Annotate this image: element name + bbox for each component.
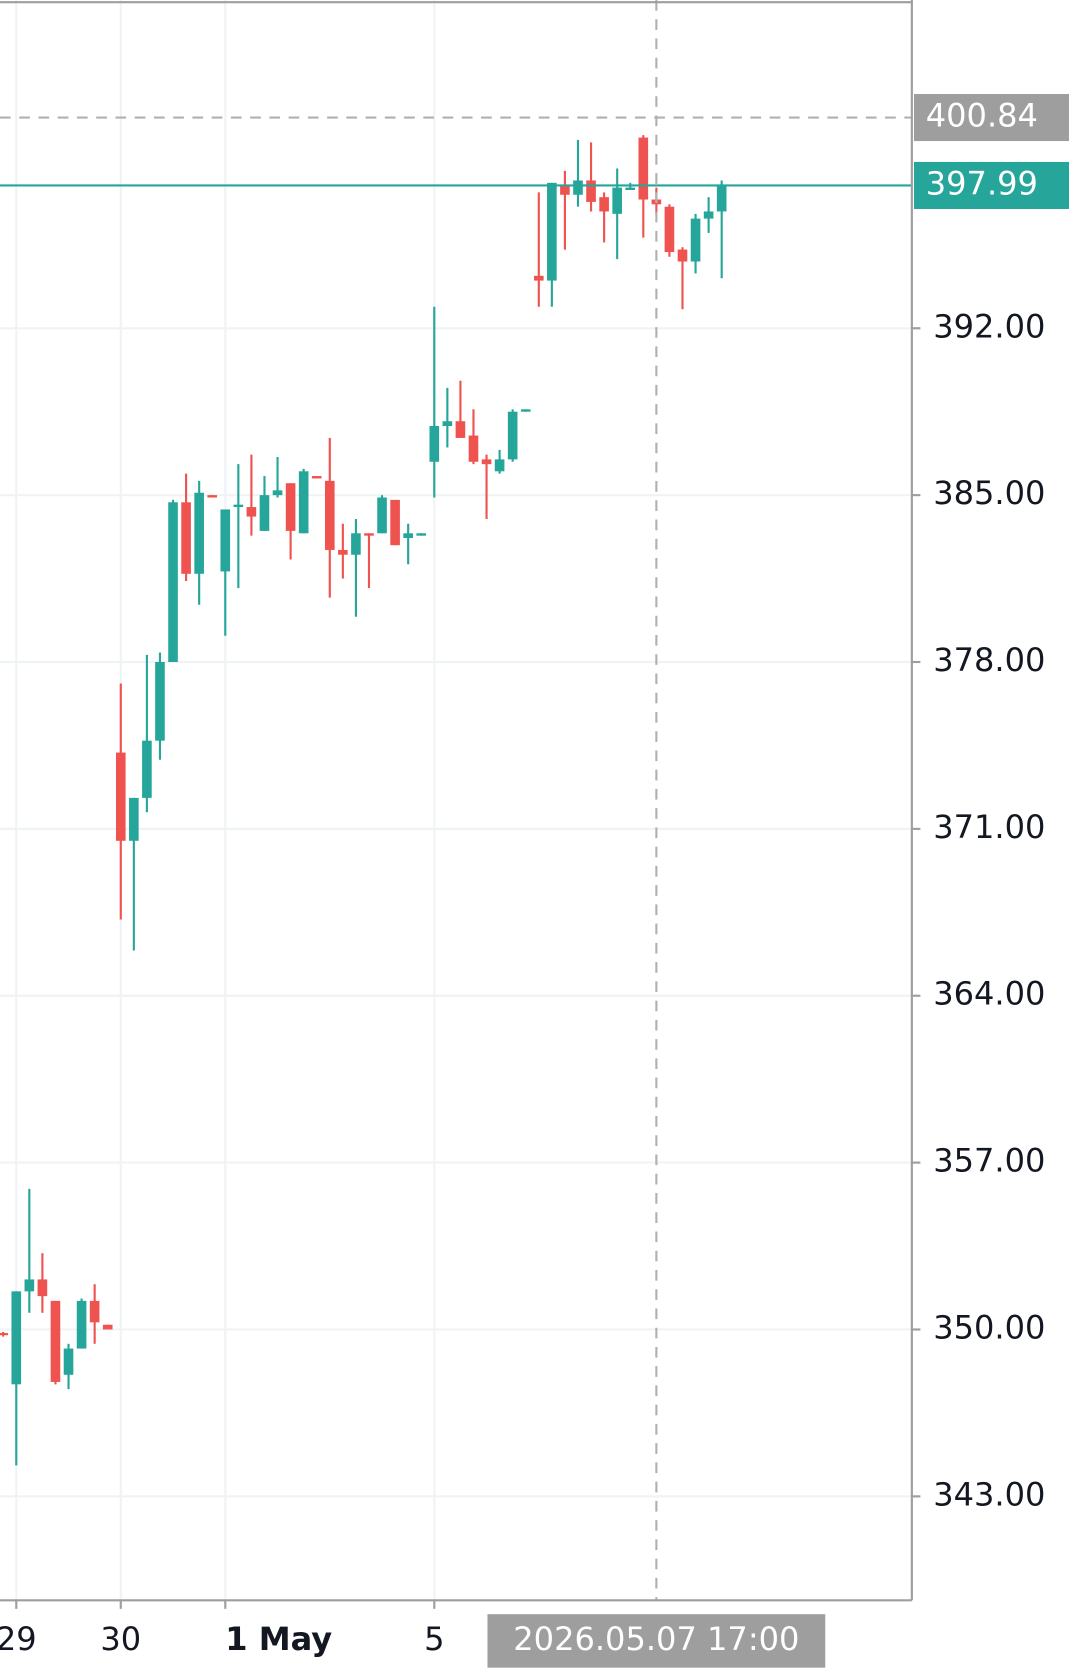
y-tick-label: 392.00 xyxy=(933,307,1045,345)
candle-body xyxy=(481,459,492,465)
crosshair-date-label: 2026.05.07 17:00 xyxy=(513,1620,799,1658)
y-tick-label: 385.00 xyxy=(933,474,1045,512)
candle-body xyxy=(638,137,649,200)
crosshair-price-box xyxy=(913,94,1069,142)
candle-body xyxy=(24,1279,35,1292)
x-tick-label: 30 xyxy=(100,1620,141,1658)
candle-body xyxy=(11,1291,22,1385)
candle-body xyxy=(716,185,727,212)
candle-body xyxy=(612,187,622,214)
candle-body xyxy=(63,1348,74,1375)
candle-body xyxy=(390,499,400,546)
candle-body xyxy=(0,1333,9,1336)
y-tick-label: 364.00 xyxy=(933,975,1045,1013)
candle-body xyxy=(586,180,596,202)
y-tick-label: 371.00 xyxy=(933,808,1045,846)
candle-body xyxy=(324,480,335,550)
candle-body xyxy=(416,533,427,536)
candle-body xyxy=(37,1279,48,1297)
x-tick-label: 5 xyxy=(424,1620,444,1658)
candle-body xyxy=(155,662,165,741)
candle-body xyxy=(207,495,218,498)
candle-body xyxy=(494,459,505,472)
candle-body xyxy=(194,492,204,574)
candle-body xyxy=(507,411,518,460)
x-tick-label: 29 xyxy=(0,1620,37,1658)
candle-body xyxy=(455,421,466,438)
candle-body xyxy=(129,797,139,841)
candle-body xyxy=(442,421,453,427)
y-tick-label: 357.00 xyxy=(933,1142,1045,1180)
candle-body xyxy=(351,533,361,555)
candle-body xyxy=(233,504,244,508)
y-tick-label: 343.00 xyxy=(933,1475,1045,1513)
candle-body xyxy=(311,476,322,479)
candle-body xyxy=(115,752,126,841)
last-price-box xyxy=(913,161,1069,209)
last-price-label: 397.99 xyxy=(926,164,1038,202)
candle-body xyxy=(89,1300,100,1323)
candle-body xyxy=(338,549,348,555)
candle-body xyxy=(220,509,231,572)
candle-body xyxy=(142,740,152,798)
x-tick-label: 1 May xyxy=(225,1620,332,1658)
candle-body xyxy=(664,206,675,252)
candle-body xyxy=(690,218,701,262)
candle-body xyxy=(429,426,440,462)
candle-body xyxy=(102,1324,113,1330)
crosshair-price-label: 400.84 xyxy=(926,97,1038,135)
candle-body xyxy=(285,483,296,531)
candle-body xyxy=(246,507,257,517)
candle-body xyxy=(168,502,178,663)
candle-body xyxy=(76,1300,87,1349)
candle-body xyxy=(547,182,557,281)
candle-body xyxy=(377,497,387,534)
candle-body xyxy=(677,249,688,262)
candle-body xyxy=(560,185,570,195)
candle-body xyxy=(272,490,283,496)
candle-body xyxy=(259,495,270,531)
candle-body xyxy=(403,533,413,539)
candle-body xyxy=(599,197,609,212)
candle-body xyxy=(468,435,479,462)
y-tick-label: 350.00 xyxy=(933,1308,1045,1346)
candle-body xyxy=(520,409,531,412)
crosshair-date-box xyxy=(487,1614,826,1668)
candle-body xyxy=(298,471,309,534)
candle-body xyxy=(181,502,191,574)
candle-body xyxy=(364,533,374,536)
candle-body xyxy=(50,1300,61,1382)
candle-body xyxy=(625,187,636,190)
candle-body xyxy=(573,180,583,195)
y-tick-label: 378.00 xyxy=(933,641,1045,679)
candle-body xyxy=(703,211,714,219)
candle-body xyxy=(533,275,544,281)
